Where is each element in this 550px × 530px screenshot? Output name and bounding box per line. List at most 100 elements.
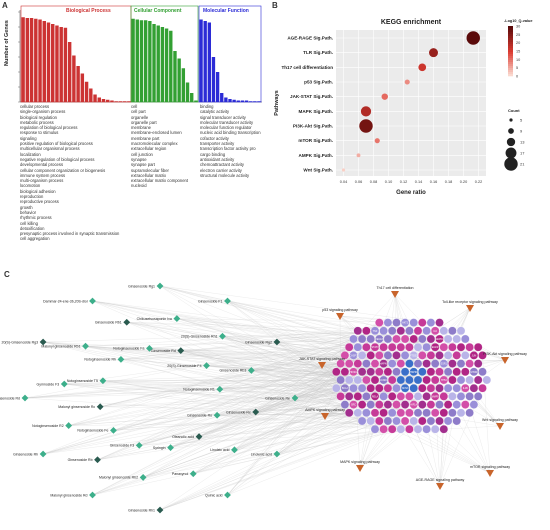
target-node bbox=[426, 351, 436, 360]
compound-node bbox=[177, 347, 185, 355]
target-node bbox=[375, 416, 384, 426]
compound-node bbox=[39, 450, 47, 458]
compound-target-edge bbox=[92, 404, 414, 496]
compound-target-edge bbox=[276, 379, 470, 455]
target-node bbox=[396, 408, 406, 418]
compound-label: Notoginsenoside Fe bbox=[77, 429, 108, 433]
target-node bbox=[448, 326, 457, 336]
target-node bbox=[396, 424, 406, 434]
compound-target-edge bbox=[143, 355, 483, 478]
cc-bar bbox=[152, 24, 156, 102]
target-node bbox=[473, 359, 483, 368]
kegg-bubble bbox=[381, 93, 388, 100]
cc-bar bbox=[190, 93, 194, 102]
target-node bbox=[448, 359, 457, 368]
kegg-size-legend-dot bbox=[508, 128, 514, 134]
target-node bbox=[426, 416, 436, 426]
target-node bbox=[413, 392, 423, 401]
mf-term: cargo binding bbox=[200, 151, 226, 157]
target-label: CASP3 bbox=[350, 354, 359, 357]
kegg-y-tick-label: MAPK Sig.Path. bbox=[299, 109, 333, 114]
bp-term: biological adhesion bbox=[20, 188, 56, 194]
compound-label: Chikusetsusaponin Iva bbox=[137, 317, 172, 321]
target-node bbox=[465, 359, 474, 368]
target-node bbox=[418, 351, 427, 360]
kegg-bubble-chart: 0.04 0.06 0.08 0.10 0.12 0.14 0.16 0.18 0.20 0.22… bbox=[274, 19, 532, 196]
bp-term-list: cellular process single-organism process b… bbox=[20, 104, 119, 242]
cc-group-box bbox=[130, 5, 199, 103]
compound-target-edge bbox=[43, 322, 380, 455]
panel-a-letter: A bbox=[2, 1, 8, 10]
compound-node bbox=[146, 344, 153, 352]
bp-bar bbox=[80, 73, 85, 102]
compound-node bbox=[219, 332, 226, 340]
target-node bbox=[332, 367, 341, 377]
compound-target-edge bbox=[85, 346, 397, 372]
target-node bbox=[336, 359, 345, 368]
cc-term-list: cell cell part organelle organelle part memb… bbox=[131, 104, 188, 189]
target-node bbox=[362, 408, 371, 418]
compound-label: Ginsenoside Rd bbox=[151, 349, 176, 353]
bp-bar bbox=[25, 18, 30, 102]
target-label: MMP9 bbox=[432, 395, 440, 398]
target-node bbox=[405, 359, 414, 368]
compound-target-edge bbox=[64, 383, 393, 430]
bp-term: single-organism process bbox=[20, 109, 66, 115]
bp-bar bbox=[42, 21, 46, 102]
pathway-node bbox=[501, 357, 509, 364]
mf-term: electron carrier activity bbox=[200, 167, 242, 173]
target-node bbox=[344, 408, 354, 418]
target-node bbox=[422, 408, 431, 418]
target-node bbox=[478, 367, 487, 377]
kegg-colorbar-segment bbox=[508, 30, 513, 33]
target-node bbox=[349, 351, 358, 360]
mf-bar bbox=[220, 93, 224, 102]
target-node bbox=[456, 375, 466, 385]
cc-term: synapse part bbox=[131, 162, 155, 168]
kegg-colorbar-segment bbox=[508, 50, 513, 53]
compound-label: 20(S)-Ginsenoside Rh1 bbox=[181, 335, 218, 339]
target-node bbox=[405, 408, 414, 418]
compound-target-edge bbox=[92, 300, 363, 389]
bp-bar bbox=[76, 66, 80, 102]
target-node bbox=[439, 375, 449, 385]
target-node bbox=[465, 392, 474, 401]
kegg-colorbar-segment bbox=[508, 34, 513, 37]
kegg-x-tick-label: 0.06 bbox=[355, 180, 362, 184]
target-node bbox=[357, 383, 367, 393]
mf-term-list: binding catalytic activity signal transduc… bbox=[200, 104, 261, 178]
target-node bbox=[383, 318, 393, 327]
cc-bar bbox=[135, 19, 139, 102]
pathway-target-edge bbox=[339, 315, 341, 381]
kegg-x-tick-label: 0.12 bbox=[400, 180, 407, 184]
target-node bbox=[353, 375, 363, 385]
kegg-colorbar-tick: 30 bbox=[516, 25, 520, 29]
compound-label: Syringin bbox=[153, 446, 166, 450]
target-node bbox=[383, 351, 393, 360]
target-node bbox=[392, 383, 401, 393]
compound-target-edge bbox=[149, 330, 393, 349]
mf-term: transporter activity bbox=[200, 141, 235, 147]
target-node bbox=[370, 326, 380, 336]
compound-label: Ginsenoside Rh bbox=[13, 452, 38, 456]
target-label: HIF1A bbox=[410, 404, 417, 407]
kegg-xlabel: Gene ratio bbox=[396, 190, 426, 196]
compound-label: Ginsenoside F3 bbox=[110, 444, 135, 448]
target-node bbox=[452, 400, 461, 409]
bp-bar bbox=[51, 24, 55, 102]
compound-node bbox=[273, 338, 281, 346]
kegg-colorbar-segment bbox=[508, 68, 513, 71]
pathway-node bbox=[356, 465, 364, 472]
target-node bbox=[362, 375, 371, 385]
target-node bbox=[439, 408, 449, 418]
mf-bar bbox=[240, 100, 245, 102]
kegg-y-tick-label: mTOR Sig.Path. bbox=[298, 138, 333, 143]
target-node bbox=[362, 342, 371, 352]
bp-term: presynaptic process involved in synaptic… bbox=[20, 231, 120, 237]
target-label: AKT1 bbox=[402, 322, 409, 325]
kegg-x-tick-label: 0.04 bbox=[340, 180, 347, 184]
target-node bbox=[418, 416, 427, 426]
compound-node bbox=[139, 474, 147, 481]
kegg-bubble bbox=[341, 168, 346, 172]
compound-label: Ginsenoside Ro bbox=[187, 414, 212, 418]
